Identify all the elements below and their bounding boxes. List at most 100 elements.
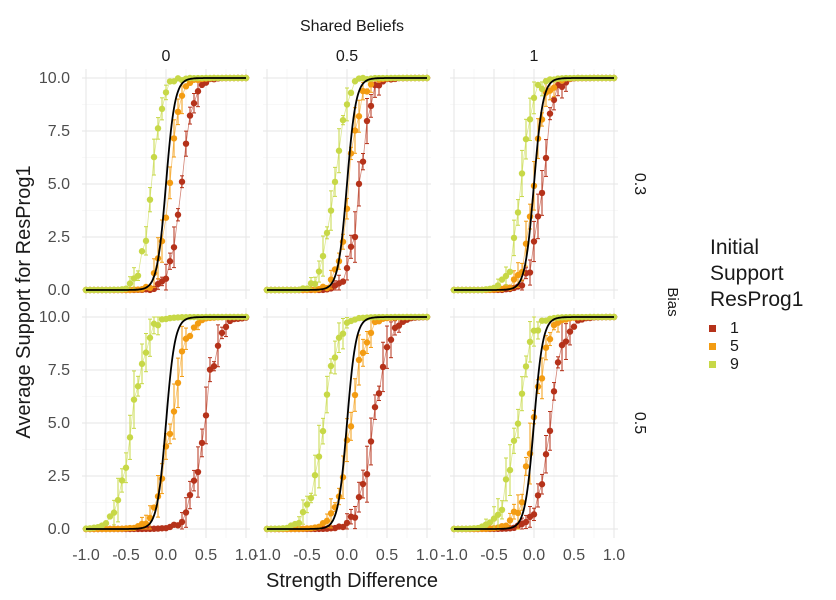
data-point-series-9 xyxy=(158,105,166,113)
facet-marks xyxy=(450,74,618,294)
data-point-series-9 xyxy=(162,89,170,96)
data-point-series-1 xyxy=(518,282,526,289)
reference-logistic-curve xyxy=(267,316,427,530)
data-point-series-5 xyxy=(347,423,355,430)
data-point-series-1 xyxy=(550,388,558,395)
data-point-series-9 xyxy=(311,471,319,479)
data-point-series-5 xyxy=(363,88,371,95)
data-point-series-1 xyxy=(214,342,222,349)
legend-title: Support xyxy=(710,262,784,285)
data-point-series-5 xyxy=(518,499,526,506)
data-point-series-1 xyxy=(190,477,198,484)
y-tick-label: 5.0 xyxy=(48,176,70,193)
data-point-series-5 xyxy=(522,463,530,470)
x-tick-label: 1.0 xyxy=(235,547,257,564)
chart-labels: Shared Beliefs Bias Strength Difference … xyxy=(13,18,681,592)
data-point-series-1 xyxy=(178,518,186,526)
x-tick-label: 0.5 xyxy=(195,547,217,564)
data-point-series-1 xyxy=(178,178,186,185)
data-point-series-9 xyxy=(146,334,154,341)
data-point-series-5 xyxy=(538,375,546,382)
data-point-series-9 xyxy=(319,427,327,435)
data-point-series-9 xyxy=(518,390,526,397)
data-point-series-1 xyxy=(166,258,174,265)
data-point-series-5 xyxy=(363,339,371,346)
legend-label-1: 1 xyxy=(730,320,739,337)
data-point-series-9 xyxy=(146,196,154,203)
data-point-series-5 xyxy=(178,348,186,355)
legend-title: Initial xyxy=(710,236,759,259)
reference-logistic-curve xyxy=(267,77,427,291)
data-point-series-9 xyxy=(522,135,530,143)
data-point-series-1 xyxy=(186,112,194,119)
x-tick-label: -0.5 xyxy=(480,547,508,564)
data-point-series-9 xyxy=(114,496,122,504)
x-tick-label: 1.0 xyxy=(603,547,625,564)
data-point-series-9 xyxy=(138,360,146,368)
data-point-series-9 xyxy=(311,280,319,288)
legend-key-1 xyxy=(709,325,716,332)
data-point-series-1 xyxy=(530,238,538,245)
data-point-series-5 xyxy=(327,510,335,517)
data-point-series-1 xyxy=(546,110,554,117)
data-point-series-1 xyxy=(363,470,371,478)
data-point-series-1 xyxy=(530,511,538,518)
data-point-series-9 xyxy=(126,280,134,287)
y-tick-label: 0.0 xyxy=(48,282,70,299)
reference-logistic-curve xyxy=(454,77,614,291)
x-tick-label: -0.5 xyxy=(293,547,321,564)
data-point-series-5 xyxy=(170,408,178,415)
data-point-series-9 xyxy=(514,420,522,427)
data-point-series-9 xyxy=(323,391,331,398)
data-point-series-1 xyxy=(546,427,554,435)
data-point-series-9 xyxy=(154,322,162,329)
data-point-series-9 xyxy=(343,101,351,108)
facet-marks xyxy=(82,74,250,294)
data-point-series-1 xyxy=(339,278,347,285)
data-point-series-9 xyxy=(506,268,514,275)
data-point-series-9 xyxy=(315,268,323,275)
data-point-series-1 xyxy=(371,403,379,411)
data-point-series-9 xyxy=(142,237,150,245)
data-point-series-5 xyxy=(550,84,558,91)
data-point-series-1 xyxy=(210,363,218,370)
x-tick-label: -0.5 xyxy=(112,547,140,564)
data-point-series-9 xyxy=(331,178,339,186)
data-point-series-1 xyxy=(222,323,230,331)
reference-logistic-curve xyxy=(86,316,246,530)
data-point-series-1 xyxy=(562,338,570,345)
data-point-series-5 xyxy=(355,113,363,120)
x-axis-title: Strength Difference xyxy=(266,570,438,592)
data-point-series-9 xyxy=(102,520,110,527)
data-point-series-9 xyxy=(299,508,307,516)
x-tick-label: 0.5 xyxy=(376,547,398,564)
reference-logistic-curve xyxy=(86,77,246,291)
data-point-series-1 xyxy=(526,269,534,276)
data-point-series-9 xyxy=(335,147,343,154)
x-tick-label: -1.0 xyxy=(440,547,468,564)
legend-title: ResProg1 xyxy=(710,288,803,311)
data-point-series-5 xyxy=(178,92,186,99)
data-point-series-1 xyxy=(194,468,202,476)
facet-row-title: Bias xyxy=(664,287,681,316)
data-point-series-9 xyxy=(502,272,510,280)
data-point-series-9 xyxy=(506,466,514,474)
data-point-series-9 xyxy=(331,354,339,361)
legend-key-5 xyxy=(709,343,716,350)
legend-label-9: 9 xyxy=(730,356,739,373)
data-point-series-9 xyxy=(323,229,331,237)
data-point-series-9 xyxy=(494,282,502,289)
data-point-series-9 xyxy=(134,272,142,279)
data-point-series-1 xyxy=(367,102,375,110)
y-tick-label: 10.0 xyxy=(39,309,70,326)
data-point-series-1 xyxy=(339,523,347,531)
y-tick-label: 2.5 xyxy=(48,229,70,246)
data-point-series-9 xyxy=(526,338,534,345)
facet-marks xyxy=(82,313,250,533)
data-point-series-9 xyxy=(530,94,538,102)
data-point-series-1 xyxy=(534,492,542,499)
legend-label-5: 5 xyxy=(730,338,739,355)
data-point-series-9 xyxy=(110,509,118,516)
x-tick-label: 0.5 xyxy=(563,547,585,564)
data-point-series-5 xyxy=(351,127,359,134)
